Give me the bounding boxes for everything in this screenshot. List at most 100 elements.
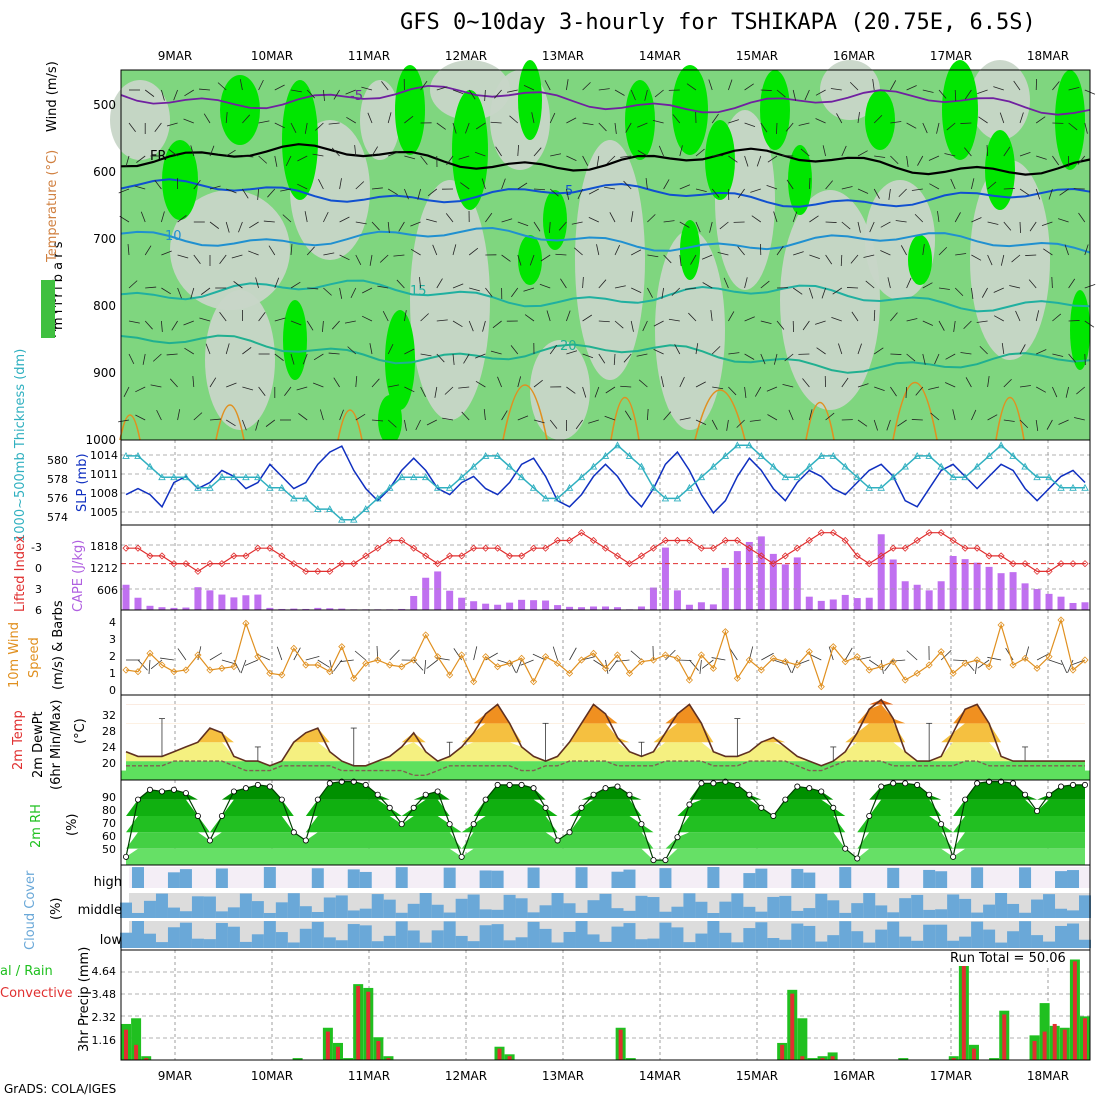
cloud-cell (419, 893, 432, 918)
cloud-cell (587, 900, 600, 918)
li-marker (889, 544, 897, 552)
rh2m-marker (926, 791, 933, 798)
wind-barb (225, 149, 236, 157)
wind-barb (737, 246, 745, 256)
wind10m-marker (829, 643, 837, 651)
wind-barb (594, 386, 600, 398)
li-marker (170, 560, 178, 568)
wind-barb (463, 353, 470, 364)
wind10m-tick-label: 0 (109, 684, 116, 697)
rh2m-marker (446, 821, 453, 828)
wind-barb (582, 353, 594, 359)
wind10m-marker (482, 653, 490, 661)
wind10m-marker (374, 656, 382, 664)
cloud-cell (719, 932, 732, 948)
temp2m-base-band (121, 770, 1090, 780)
cloud-cell (575, 921, 588, 948)
wind-barb (728, 311, 735, 322)
wind-barb (128, 122, 136, 133)
rh2m-marker (854, 855, 861, 862)
temp2m-minmax-label: (6hr Min/Max) (49, 700, 64, 790)
rh2m-band (126, 832, 1085, 849)
wind-barb (323, 287, 332, 296)
rh2m-marker (974, 780, 981, 787)
li-marker (158, 552, 166, 560)
wind-barb (452, 320, 463, 328)
wind10m-marker (170, 668, 178, 676)
precip-legend-total: al / Rain (0, 964, 53, 979)
wind-barb (728, 79, 733, 91)
wind-barb (154, 122, 162, 133)
wind10m-marker (589, 649, 598, 657)
wind-barb (529, 254, 535, 266)
wind-barb (506, 89, 518, 93)
rh2m-marker (242, 785, 249, 792)
wind-barb (494, 89, 502, 99)
wind-barb (474, 151, 486, 157)
cape-bar (973, 562, 981, 610)
wind-barb (977, 89, 988, 94)
temperature-legend-label: Temperature (°C) (45, 150, 60, 263)
cloud-cell (407, 903, 420, 918)
wind-barb (263, 220, 275, 223)
thickness-marker (445, 483, 454, 491)
slp-tick-label: 1011 (90, 468, 118, 481)
wind-barb (219, 254, 227, 265)
cloud-cell (563, 903, 576, 918)
wind10m-barb (240, 659, 247, 674)
wind-barb (900, 245, 907, 256)
wind-barb (663, 220, 675, 223)
rh2m-marker (866, 812, 873, 819)
cloud-cell (179, 869, 192, 888)
cloud-cell (935, 924, 948, 948)
wind-barb (233, 281, 243, 289)
wind-barb (971, 178, 975, 190)
cloud-cell (827, 935, 840, 948)
thickness-marker (481, 451, 490, 459)
wind-barb (361, 86, 373, 91)
li-marker (661, 536, 670, 545)
wind10m-barb (711, 657, 726, 661)
wind-barb (161, 211, 165, 223)
rh-moist-area (625, 80, 655, 160)
precip-convective-bar (376, 1041, 381, 1060)
li-marker (865, 560, 873, 568)
rh2m-marker (314, 796, 321, 803)
wind-barb (371, 419, 383, 422)
wind-barb (258, 120, 270, 124)
cape-bar (314, 607, 322, 610)
cloud-cell (935, 909, 948, 918)
cloud-cell (431, 930, 444, 948)
cloud-cell (791, 923, 804, 948)
cape-bar (218, 594, 226, 610)
wind-barb (290, 244, 293, 256)
cloud-cell (407, 930, 420, 948)
wind-barb (468, 89, 476, 100)
wind10m-marker (973, 656, 981, 664)
cloud-cell (635, 895, 648, 918)
thickness-marker (901, 462, 909, 470)
wind-barb (596, 244, 600, 256)
wind-barb (685, 287, 697, 290)
isotherm-25 (694, 389, 746, 441)
wind10m-barb (426, 659, 438, 669)
wind-barb (533, 221, 541, 232)
wind10m-marker (625, 669, 634, 677)
wind10m-marker (1021, 654, 1029, 662)
wind-barb (841, 377, 849, 388)
wind-barb (954, 89, 957, 102)
thickness-marker (997, 441, 1005, 449)
rh2m-tick-label: 50 (102, 843, 116, 856)
wind-barb (481, 178, 486, 190)
wind10m-marker (613, 651, 622, 659)
wind-barb (776, 122, 778, 135)
wind-barb (274, 84, 285, 91)
isotherm-minus5 (120, 84, 1091, 116)
wind-barb (711, 346, 721, 355)
wind-barb (987, 181, 997, 190)
wind10m-marker (913, 669, 921, 677)
cloud-cell (875, 905, 888, 918)
wind-barb (776, 89, 786, 98)
isotherm-25 (502, 384, 548, 441)
li-marker (134, 544, 142, 552)
